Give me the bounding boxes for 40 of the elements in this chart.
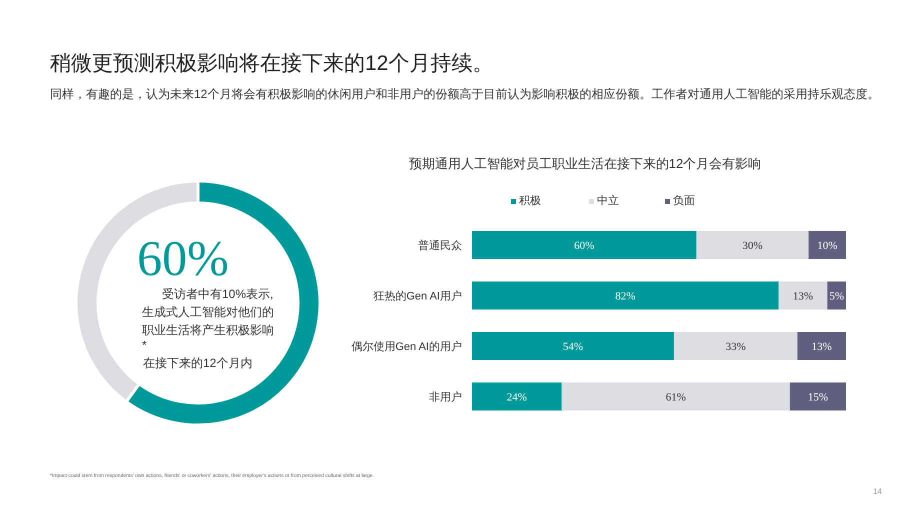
legend-label: 中立 bbox=[597, 194, 619, 207]
legend-label: 积极 bbox=[519, 195, 541, 207]
text: * bbox=[142, 338, 147, 352]
data-label: 33% bbox=[726, 341, 746, 353]
bar bbox=[472, 382, 562, 410]
bar bbox=[472, 231, 696, 259]
bar bbox=[778, 282, 828, 310]
data-label: 61% bbox=[666, 392, 686, 404]
text: 在接下来的12个月内 bbox=[143, 356, 252, 370]
y-tick-label: 非用户 bbox=[429, 390, 462, 404]
bar bbox=[472, 282, 779, 310]
bar bbox=[790, 382, 846, 410]
data-label: 82% bbox=[615, 290, 636, 302]
data-label: 5% bbox=[829, 290, 844, 302]
y-tick-label: 偶尔使用Gen AI的用户 bbox=[351, 340, 462, 353]
data-label: 13% bbox=[812, 341, 832, 353]
legend-label: 负面 bbox=[673, 195, 695, 207]
data-label: 54% bbox=[562, 341, 584, 353]
data-label: 60% bbox=[574, 240, 594, 252]
chart-title: 预期通用人工智能对员工职业生活在接下来的12个月会有影响 bbox=[408, 156, 762, 171]
bar bbox=[696, 231, 809, 259]
text: 生成式人工智能对他们的 bbox=[142, 305, 274, 319]
bar bbox=[674, 332, 798, 360]
text: 14 bbox=[873, 487, 883, 496]
data-label: 24% bbox=[506, 392, 527, 404]
data-label: 15% bbox=[808, 392, 828, 404]
data-label: 13% bbox=[792, 290, 814, 302]
data-label: 30% bbox=[742, 240, 763, 252]
bar bbox=[562, 382, 790, 410]
y-tick-label: 普通民众 bbox=[418, 239, 462, 252]
bar bbox=[808, 231, 846, 259]
text: 60% bbox=[137, 230, 229, 286]
y-tick-label: 狂热的Gen AI用户 bbox=[373, 290, 462, 302]
data-label: 10% bbox=[817, 240, 838, 252]
bar bbox=[472, 332, 674, 360]
text: 同样，有趣的是，认为未来12个月将会有积极影响的休闲用户和非用户的份额高于目前认为影响积极的相应份额。工作者对通用人工智能的采用持乐观态度。 bbox=[50, 87, 880, 101]
chart-title: 稍微更预测积极影响将在接下来的12个月持续。 bbox=[50, 52, 494, 75]
bar bbox=[797, 332, 846, 360]
text: 职业生活将产生积极影响 bbox=[142, 323, 274, 337]
text: 受访者中有10%表示, bbox=[162, 287, 274, 301]
